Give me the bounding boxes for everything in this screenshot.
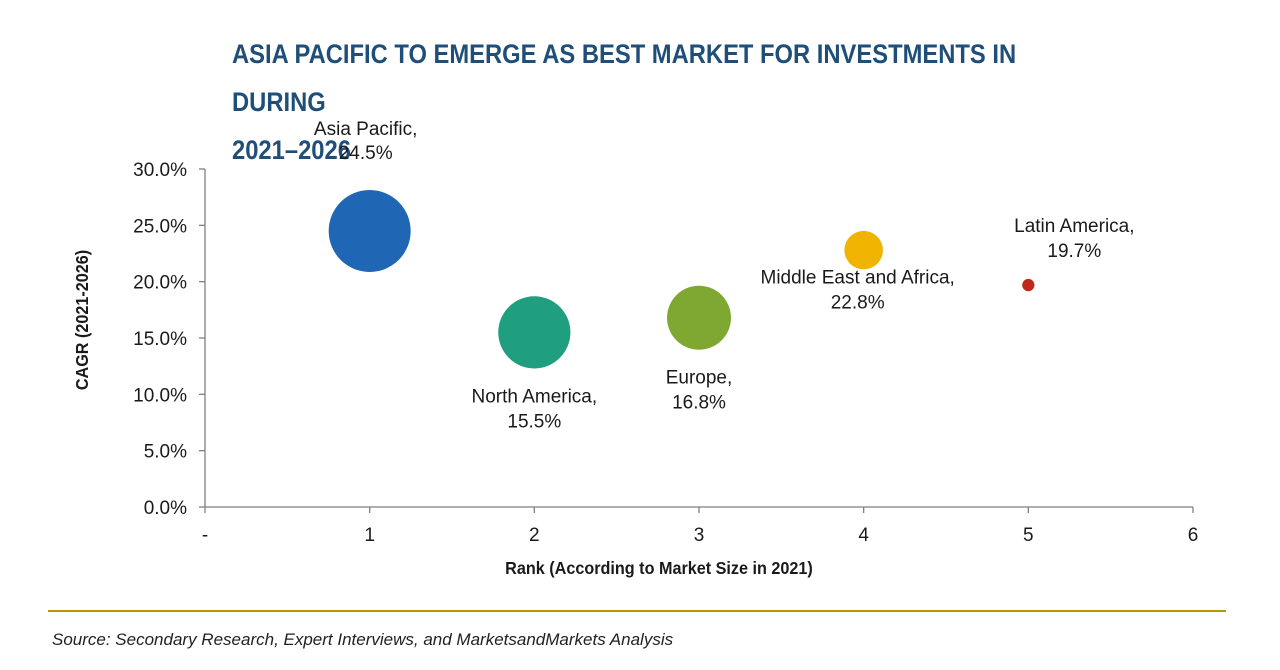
- y-tick-label: 5.0%: [144, 442, 187, 463]
- x-tick-label: 2: [529, 525, 540, 546]
- y-tick-label: 30.0%: [133, 160, 187, 181]
- source-note: Source: Secondary Research, Expert Inter…: [52, 630, 674, 649]
- x-tick-label: 3: [694, 525, 705, 546]
- x-tick-label: 5: [1023, 525, 1034, 546]
- y-axis-title: CAGR (2021-2026): [72, 250, 92, 390]
- x-axis-title: Rank (According to Market Size in 2021): [505, 558, 813, 578]
- data-label-middle-east-and-africa: Middle East and Africa,: [761, 267, 955, 288]
- bubble-europe: [667, 285, 731, 350]
- bubble-asia-pacific: [328, 189, 411, 272]
- bubble-middle-east-and-africa: [844, 230, 883, 270]
- footer-divider: [48, 610, 1226, 612]
- data-value-latin-america: 19.7%: [1047, 241, 1101, 262]
- data-value-asia-pacific: 24.5%: [339, 143, 393, 164]
- y-tick-label: 0.0%: [144, 498, 187, 519]
- bubble-north-america: [498, 296, 571, 369]
- bubble-chart: 0.0% 5.0% 10.0% 15.0% 20.0% 25.0% 30.0% - 1 2 3 4 5 6…: [72, 119, 1199, 578]
- x-tick-label: -: [202, 525, 208, 546]
- data-label-latin-america: Latin America,: [1014, 216, 1134, 237]
- data-value-europe: 16.8%: [672, 393, 726, 414]
- data-label-asia-pacific: Asia Pacific,: [314, 119, 417, 140]
- y-tick-label: 20.0%: [133, 273, 187, 294]
- y-tick-label: 25.0%: [133, 216, 187, 237]
- x-tick-label: 6: [1188, 525, 1199, 546]
- data-value-north-america: 15.5%: [507, 411, 561, 432]
- chart-title: ASIA PACIFIC TO EMERGE AS BEST MARKET FO…: [232, 30, 1112, 174]
- data-value-middle-east-and-africa: 22.8%: [831, 292, 885, 313]
- y-tick-label: 15.0%: [133, 329, 187, 350]
- x-tick-label: 4: [858, 525, 869, 546]
- data-label-north-america: North America,: [472, 386, 598, 407]
- y-tick-label: 10.0%: [133, 385, 187, 406]
- bubble-latin-america: [1022, 278, 1035, 292]
- chart-title-line1: ASIA PACIFIC TO EMERGE AS BEST MARKET FO…: [232, 39, 1017, 117]
- chart-title-line2: 2021–2026: [232, 135, 351, 165]
- x-tick-label: 1: [364, 525, 375, 546]
- data-label-europe: Europe,: [666, 368, 733, 389]
